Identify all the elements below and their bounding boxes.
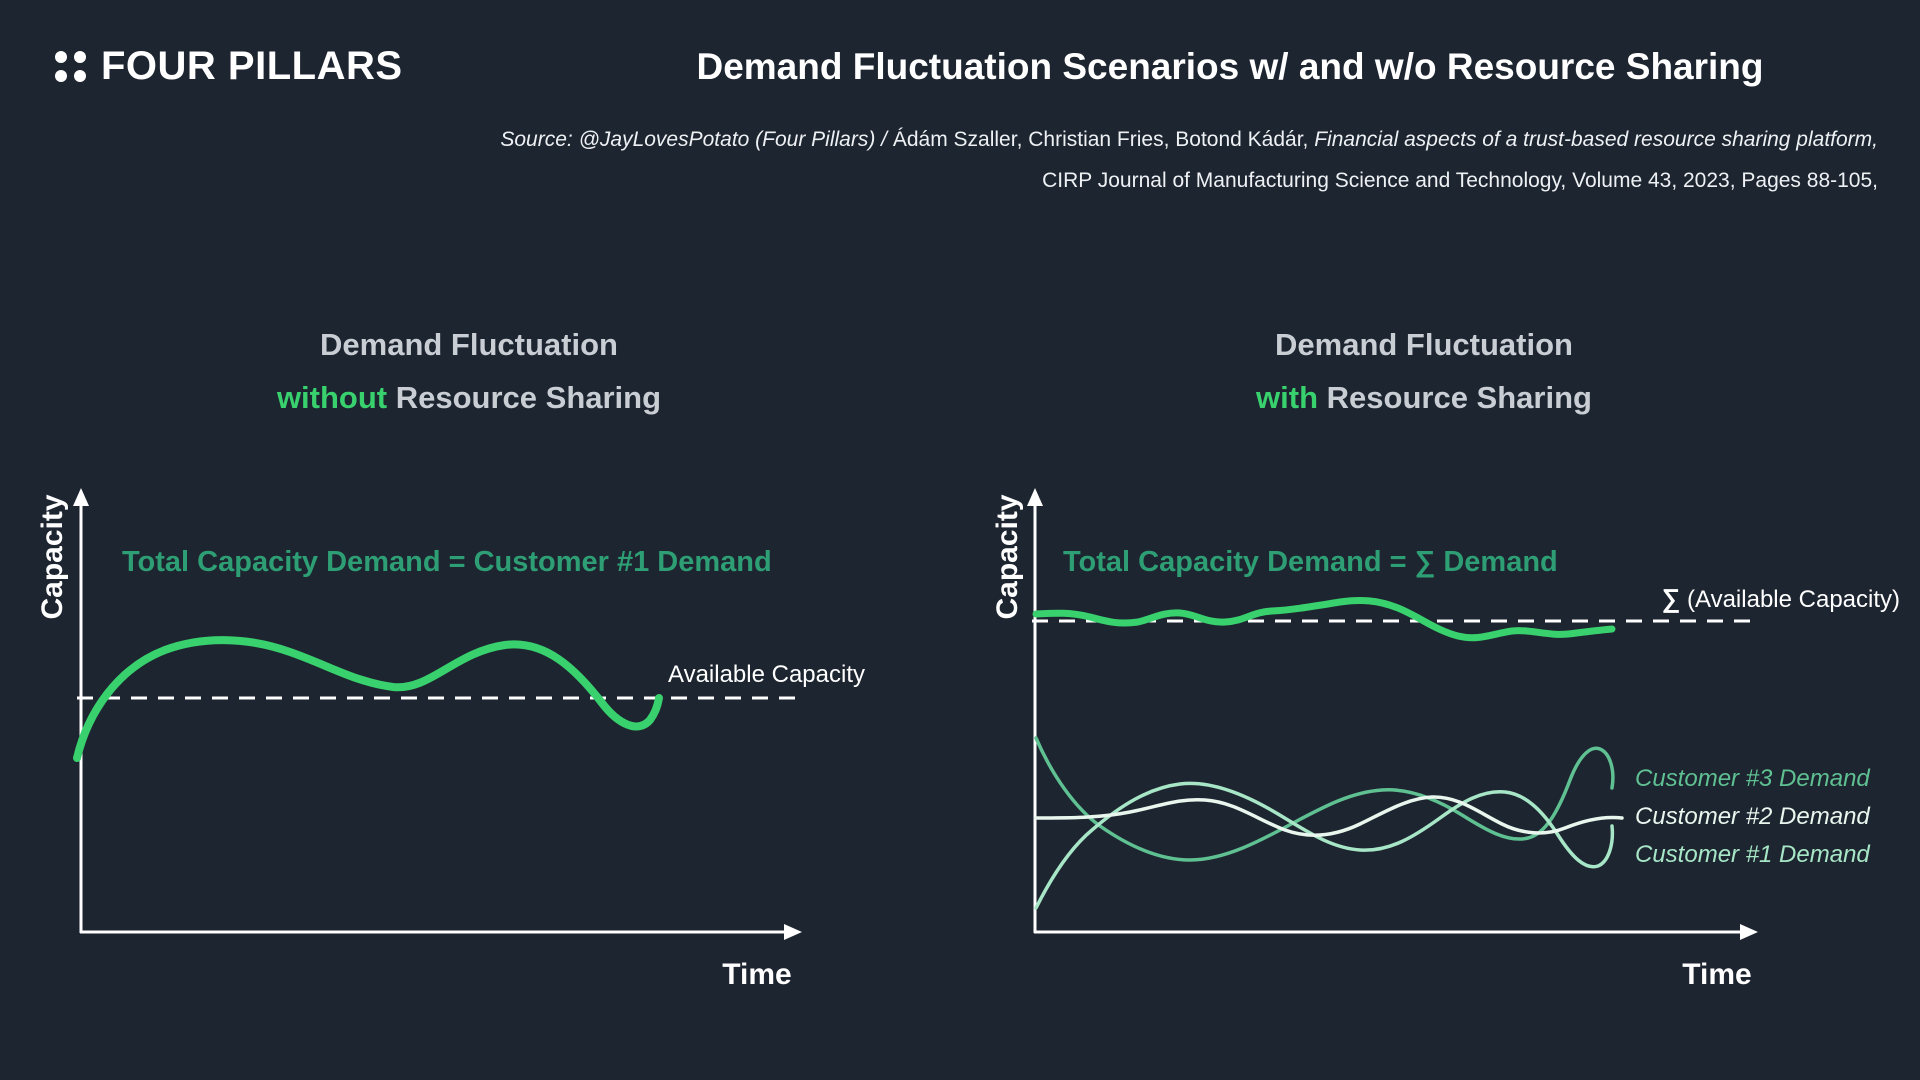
left-panel-heading: Demand Fluctuation without Resource Shar… [119, 318, 819, 424]
left-y-axis-label: Capacity [36, 494, 69, 620]
right-y-axis-arrow-icon [1027, 488, 1043, 506]
logo-dot [55, 70, 67, 82]
logo-text: FOUR PILLARS [101, 44, 403, 88]
right-annotation-prefix: Total Capacity Demand = [1063, 546, 1415, 578]
sigma-symbol: ∑ [1661, 583, 1681, 613]
right-x-axis-arrow-icon [1740, 924, 1758, 940]
left-heading-highlight: without [276, 380, 388, 415]
four-pillars-logo: FOUR PILLARS [55, 44, 403, 89]
left-y-axis-arrow-icon [73, 488, 89, 506]
legend-customer3: Customer #3 Demand [1635, 765, 1870, 792]
sigma-symbol: ∑ [1414, 546, 1436, 578]
left-annotation: Total Capacity Demand = Customer #1 Dema… [122, 546, 772, 578]
legend-customer2: Customer #2 Demand [1635, 803, 1870, 830]
right-total-demand-curve [1032, 596, 1616, 642]
source-work-title: Financial aspects of a trust-based resou… [1314, 128, 1878, 151]
left-x-axis-label: Time [722, 958, 792, 991]
source-authors: Ádám Szaller, Christian Fries, Botond Ká… [892, 128, 1315, 151]
right-annotation: Total Capacity Demand = ∑ Demand [1063, 546, 1558, 579]
source-attribution-line2: CIRP Journal of Manufacturing Science an… [1042, 169, 1878, 192]
logo-dot [74, 70, 86, 82]
right-heading-highlight: with [1256, 380, 1319, 415]
logo-dot [55, 51, 67, 63]
left-heading-line1: Demand Fluctuation [320, 327, 618, 362]
logo-dot [74, 51, 86, 63]
source-lead: Source: @JayLovesPotato (Four Pillars) / [500, 128, 893, 151]
right-heading-line1: Demand Fluctuation [1275, 327, 1573, 362]
right-available-capacity-label: ∑ (Available Capacity) [1662, 583, 1900, 614]
right-available-capacity-text: (Available Capacity) [1680, 586, 1900, 613]
four-dots-icon [55, 51, 86, 82]
page-title: Demand Fluctuation Scenarios w/ and w/o … [696, 46, 1764, 87]
right-x-axis-label: Time [1682, 958, 1752, 991]
left-heading-rest: Resource Sharing [387, 380, 662, 415]
source-attribution-line1: Source: @JayLovesPotato (Four Pillars) /… [500, 128, 1878, 152]
right-panel-heading: Demand Fluctuation with Resource Sharing [1074, 318, 1774, 424]
right-heading-line2: with Resource Sharing [1074, 371, 1774, 424]
legend-customer1: Customer #1 Demand [1635, 841, 1870, 868]
left-available-capacity-label: Available Capacity [668, 661, 866, 688]
right-heading-rest: Resource Sharing [1318, 380, 1592, 415]
right-customer1-demand-curve [1034, 781, 1615, 910]
right-customer3-demand-curve [1034, 736, 1615, 862]
left-x-axis-arrow-icon [784, 924, 802, 940]
right-customer2-demand-curve [1034, 795, 1624, 837]
left-heading-line2: without Resource Sharing [119, 371, 819, 424]
left-customer1-demand-curve [73, 636, 663, 762]
right-y-axis-label: Capacity [991, 494, 1024, 620]
right-annotation-suffix: Demand [1435, 546, 1558, 578]
